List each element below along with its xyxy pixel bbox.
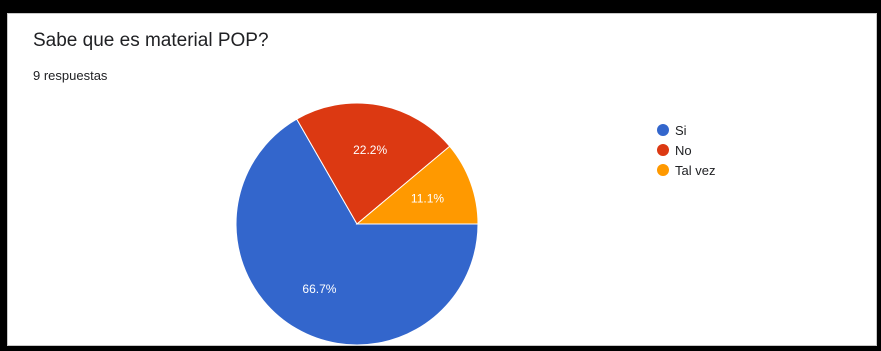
legend-swatch: [657, 124, 669, 136]
pie-slice-tal-vez[interactable]: [355, 145, 479, 225]
legend-label: Si: [675, 122, 687, 138]
legend-item-tal-vez[interactable]: Tal vez: [657, 160, 715, 180]
pie-slice-si[interactable]: [235, 118, 479, 345]
response-count: 9 respuestas: [33, 68, 108, 83]
legend-label: No: [675, 142, 692, 158]
slice-label-no: 22.2%: [353, 143, 387, 157]
chart-card: Sabe que es material POP? 9 respuestas 6…: [7, 13, 877, 346]
pie-slice-no[interactable]: [296, 102, 451, 225]
legend-item-no[interactable]: No: [657, 140, 715, 160]
legend-swatch: [657, 144, 669, 156]
slice-label-tal-vez: 11.1%: [411, 191, 444, 205]
legend-item-si[interactable]: Si: [657, 120, 715, 140]
question-title: Sabe que es material POP?: [33, 30, 269, 51]
slice-label-si: 66.7%: [302, 282, 336, 296]
legend-label: Tal vez: [675, 162, 716, 178]
legend-swatch: [657, 164, 669, 176]
pie-chart: 66.7% 22.2% 11.1%: [235, 102, 479, 345]
chart-legend: Si No Tal vez: [657, 120, 715, 180]
